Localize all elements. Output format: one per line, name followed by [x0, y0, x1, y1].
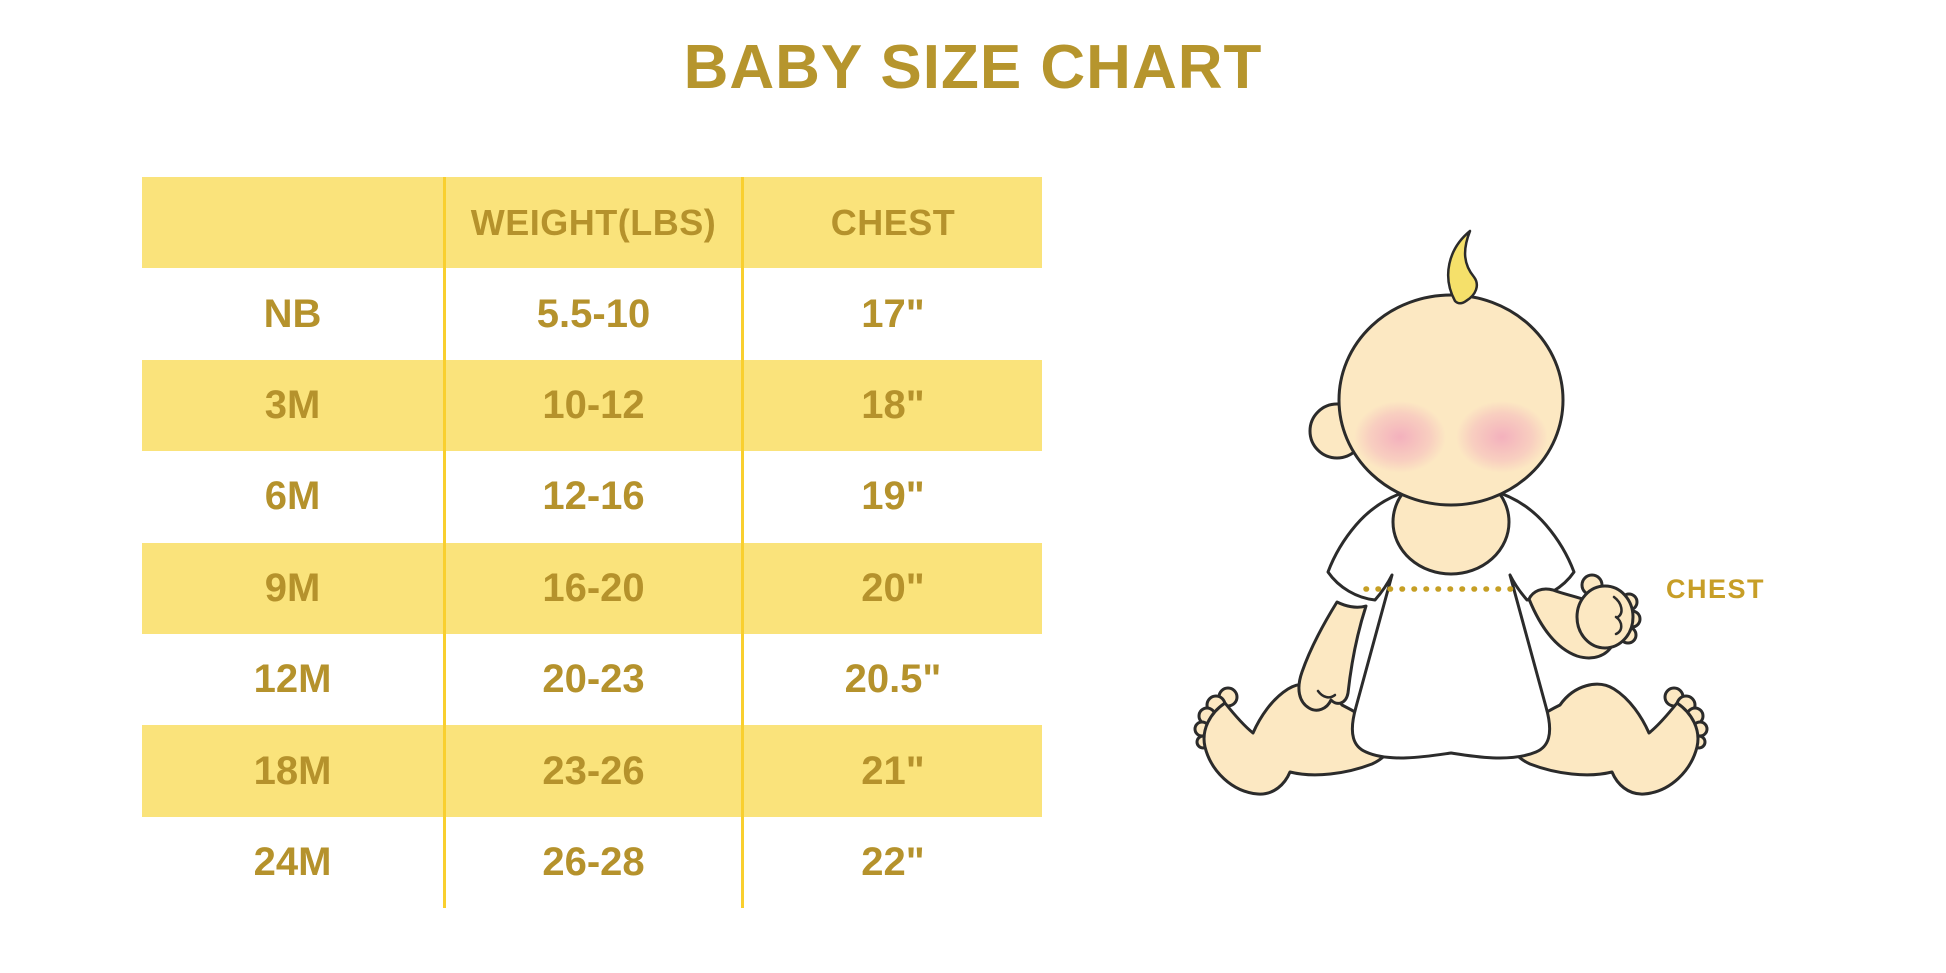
table-header-row: WEIGHT(LBS) CHEST: [142, 177, 1042, 269]
weight-cell: 16-20: [446, 542, 744, 634]
table-row: 6M 12-16 19": [142, 451, 1042, 543]
size-cell: NB: [142, 268, 446, 360]
size-cell: 12M: [142, 633, 446, 726]
baby-left-leg: [1193, 682, 1393, 796]
weight-cell: 5.5-10: [446, 268, 744, 360]
weight-cell: 12-16: [446, 451, 744, 543]
baby-blush-right: [1456, 401, 1548, 473]
baby-right-arm: [1527, 573, 1642, 660]
baby-right-leg: [1509, 682, 1709, 796]
table-row: 9M 16-20 20": [142, 542, 1042, 634]
chest-cell: 20.5": [844, 657, 942, 702]
weight-cell: 26-28: [446, 816, 744, 909]
size-cell: 3M: [142, 359, 446, 452]
size-cell: 9M: [142, 542, 446, 634]
size-cell: 6M: [142, 451, 446, 543]
table-row: NB 5.5-10 17": [142, 268, 1042, 360]
baby-onesie: [1326, 483, 1576, 760]
chest-cell: 22": [861, 839, 925, 884]
chest-cell: 17": [861, 291, 925, 336]
table-row: 24M 26-28 22": [142, 816, 1042, 909]
baby-left-arm: [1297, 600, 1368, 712]
weight-cell: 23-26: [446, 725, 744, 817]
chest-cell: 19": [861, 474, 925, 519]
table-row: 18M 23-26 21": [142, 725, 1042, 817]
baby-head: [1337, 293, 1565, 507]
baby-hair-curl-icon: [1447, 229, 1478, 305]
table-row: 12M 20-23 20.5": [142, 633, 1042, 726]
size-cell: 18M: [142, 725, 446, 817]
weight-cell: 10-12: [446, 359, 744, 452]
chest-annotation-label: CHEST: [1666, 574, 1766, 604]
size-table: WEIGHT(LBS) CHEST NB 5.5-10 17" 3M 10-12…: [142, 177, 1042, 909]
header-chest: CHEST: [830, 201, 956, 243]
table-row: 3M 10-12 18": [142, 359, 1042, 452]
header-size: [142, 177, 446, 269]
header-weight: WEIGHT(LBS): [446, 177, 744, 269]
size-cell: 24M: [142, 816, 446, 909]
weight-cell: 20-23: [446, 633, 744, 726]
chest-cell: 18": [861, 382, 925, 427]
chest-cell: 21": [861, 748, 925, 793]
baby-blush-left: [1354, 401, 1446, 473]
chest-cell: 20": [861, 565, 925, 610]
baby-illustration-svg: [1193, 229, 1709, 796]
page-title: BABY SIZE CHART: [683, 33, 1263, 102]
baby-illustration: [1140, 225, 1800, 835]
